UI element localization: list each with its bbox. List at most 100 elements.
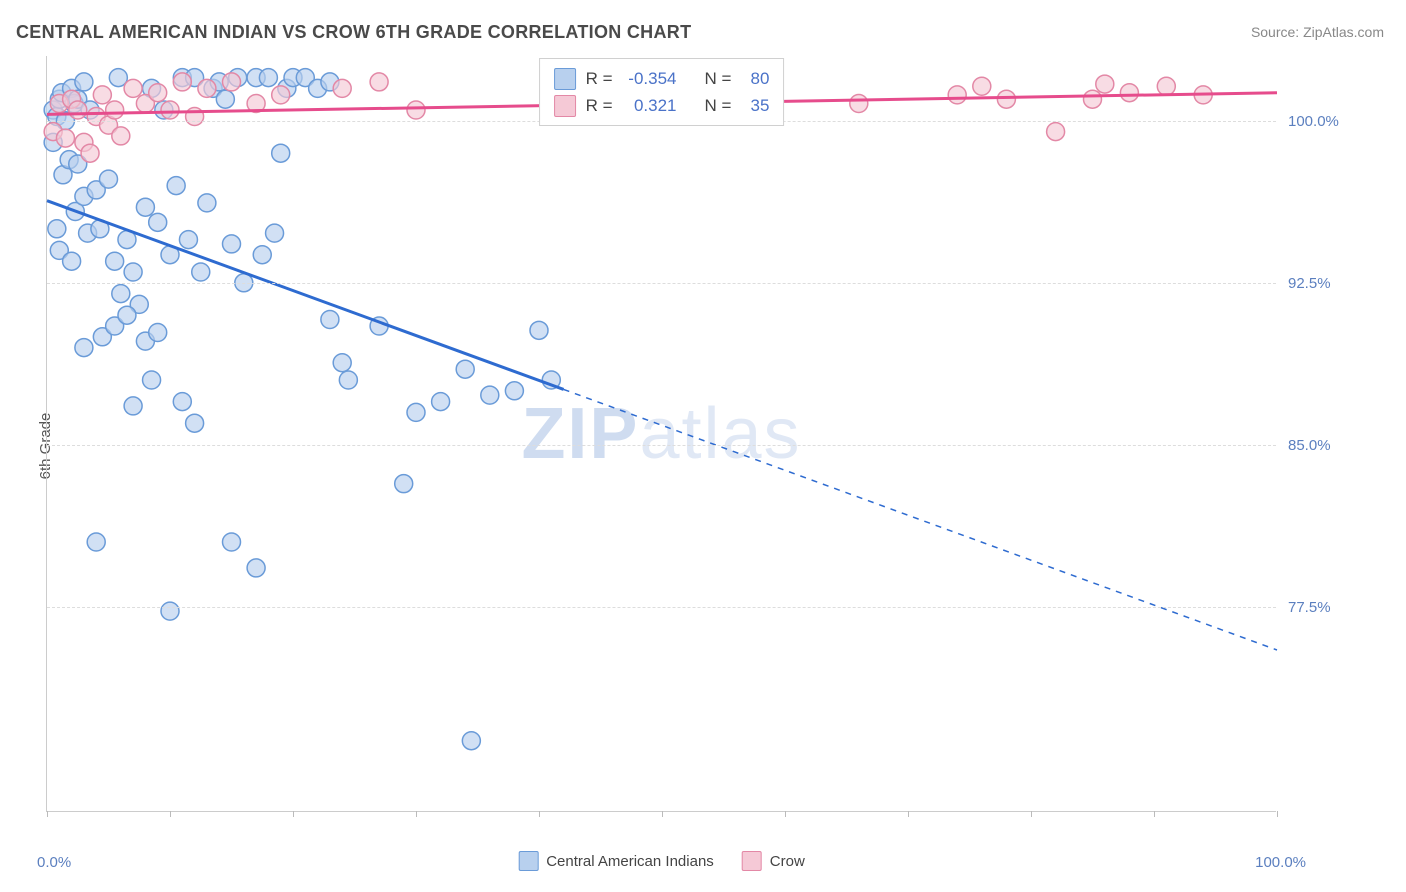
- scatter-point: [192, 263, 210, 281]
- scatter-point: [81, 144, 99, 162]
- scatter-point: [1157, 77, 1175, 95]
- scatter-point: [370, 73, 388, 91]
- scatter-point: [272, 86, 290, 104]
- scatter-point: [161, 602, 179, 620]
- scatter-point: [253, 246, 271, 264]
- scatter-point: [1047, 123, 1065, 141]
- gridline-h: [47, 445, 1276, 446]
- stats-swatch: [554, 95, 576, 117]
- legend-swatch: [742, 851, 762, 871]
- x-tick-label-min: 0.0%: [37, 854, 71, 871]
- scatter-point: [266, 224, 284, 242]
- scatter-point: [69, 101, 87, 119]
- scatter-point: [106, 252, 124, 270]
- r-value: 0.321: [621, 92, 677, 119]
- x-tick: [170, 811, 171, 817]
- n-label: N =: [705, 65, 732, 92]
- scatter-point: [136, 198, 154, 216]
- scatter-point: [216, 90, 234, 108]
- x-tick: [1154, 811, 1155, 817]
- scatter-point: [1096, 75, 1114, 93]
- gridline-h: [47, 283, 1276, 284]
- n-value: 80: [739, 65, 769, 92]
- y-tick-label: 100.0%: [1288, 113, 1358, 130]
- scatter-point: [333, 354, 351, 372]
- legend-label: Crow: [770, 853, 805, 870]
- scatter-point: [93, 86, 111, 104]
- legend-swatch: [518, 851, 538, 871]
- scatter-point: [333, 79, 351, 97]
- scatter-point: [87, 533, 105, 551]
- x-tick: [539, 811, 540, 817]
- n-label: N =: [705, 92, 732, 119]
- legend-item: Crow: [742, 851, 805, 871]
- legend-item: Central American Indians: [518, 851, 714, 871]
- scatter-point: [167, 177, 185, 195]
- scatter-point: [106, 101, 124, 119]
- chart-title: CENTRAL AMERICAN INDIAN VS CROW 6TH GRAD…: [16, 22, 691, 43]
- y-tick-label: 92.5%: [1288, 275, 1358, 292]
- r-value: -0.354: [621, 65, 677, 92]
- scatter-point: [850, 95, 868, 113]
- scatter-point: [124, 397, 142, 415]
- x-tick: [47, 811, 48, 817]
- scatter-point: [149, 323, 167, 341]
- x-tick: [293, 811, 294, 817]
- scatter-point: [407, 101, 425, 119]
- scatter-point: [173, 73, 191, 91]
- stats-swatch: [554, 68, 576, 90]
- scatter-svg: [47, 56, 1276, 811]
- gridline-h: [47, 607, 1276, 608]
- scatter-point: [124, 79, 142, 97]
- scatter-point: [223, 73, 241, 91]
- x-tick: [785, 811, 786, 817]
- stats-row: R = 0.321 N = 35: [554, 92, 770, 119]
- trend-line-dashed: [564, 389, 1277, 650]
- scatter-point: [198, 79, 216, 97]
- scatter-point: [75, 339, 93, 357]
- scatter-point: [530, 321, 548, 339]
- chart-plot-area: ZIPatlas 77.5%85.0%92.5%100.0% R =-0.354…: [46, 56, 1276, 812]
- scatter-point: [456, 360, 474, 378]
- x-tick: [416, 811, 417, 817]
- scatter-point: [321, 311, 339, 329]
- scatter-point: [186, 414, 204, 432]
- y-tick-label: 77.5%: [1288, 599, 1358, 616]
- scatter-point: [143, 371, 161, 389]
- scatter-point: [63, 252, 81, 270]
- scatter-point: [395, 475, 413, 493]
- scatter-point: [462, 732, 480, 750]
- source-label: Source: ZipAtlas.com: [1251, 24, 1384, 40]
- y-tick-label: 85.0%: [1288, 437, 1358, 454]
- x-tick: [662, 811, 663, 817]
- scatter-point: [124, 263, 142, 281]
- legend-bottom: Central American Indians Crow: [518, 851, 805, 871]
- scatter-point: [173, 393, 191, 411]
- r-label: R =: [586, 92, 613, 119]
- scatter-point: [223, 533, 241, 551]
- scatter-point: [272, 144, 290, 162]
- scatter-point: [118, 306, 136, 324]
- scatter-point: [481, 386, 499, 404]
- scatter-point: [339, 371, 357, 389]
- n-value: 35: [739, 92, 769, 119]
- scatter-point: [161, 101, 179, 119]
- scatter-point: [259, 69, 277, 87]
- legend-label: Central American Indians: [546, 853, 714, 870]
- scatter-point: [973, 77, 991, 95]
- r-label: R =: [586, 65, 613, 92]
- scatter-point: [407, 403, 425, 421]
- scatter-point: [149, 84, 167, 102]
- scatter-point: [948, 86, 966, 104]
- scatter-point: [75, 73, 93, 91]
- x-tick: [1277, 811, 1278, 817]
- scatter-point: [505, 382, 523, 400]
- scatter-point: [1084, 90, 1102, 108]
- scatter-point: [149, 213, 167, 231]
- x-tick: [1031, 811, 1032, 817]
- scatter-point: [179, 231, 197, 249]
- stats-legend-box: R = -0.354 N = 80 R = 0.321 N = 35: [539, 58, 785, 126]
- x-tick-label-max: 100.0%: [1255, 854, 1306, 871]
- scatter-point: [997, 90, 1015, 108]
- scatter-point: [432, 393, 450, 411]
